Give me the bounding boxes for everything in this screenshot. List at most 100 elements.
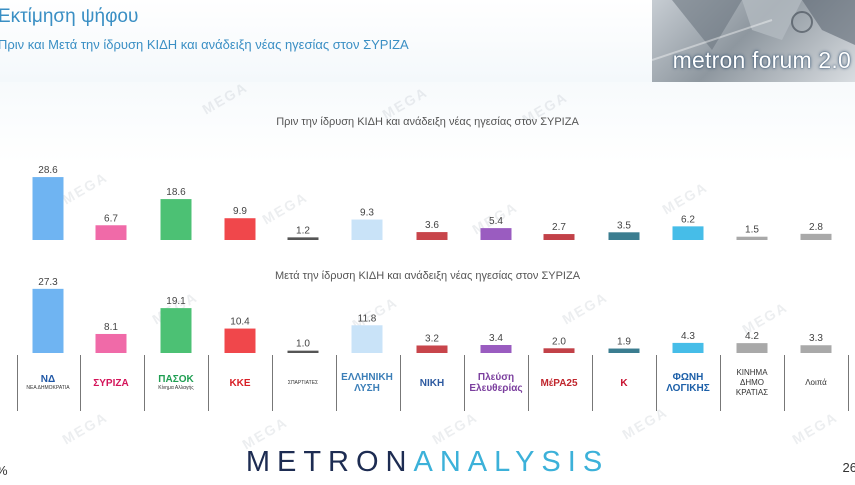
data-label-before-2: 18.6 (166, 187, 186, 198)
chart-title-after: Μετά την ίδρυση ΚΙΔΗ και ανάδειξη νέας η… (274, 270, 581, 282)
chart-title-before: Πριν την ίδρυση ΚΙΔΗ και ανάδειξη νέας η… (276, 116, 579, 128)
bar-before-7 (480, 228, 512, 240)
party-divider (208, 355, 209, 411)
party-divider (272, 355, 273, 411)
brand-part-1: METRON (245, 446, 414, 478)
bar-before-10 (672, 226, 704, 240)
data-label-before-11: 1.5 (745, 225, 759, 236)
bar-after-4 (287, 350, 319, 353)
party-label: ΚΙΝΗΜΑ ΔΗΜΟ ΚΡΑΤΙΑΣ (735, 368, 769, 397)
data-label-before-12: 2.8 (809, 222, 823, 233)
data-label-after-4: 1.0 (296, 339, 310, 350)
party-7: Πλεύση Ελευθερίας (468, 357, 524, 409)
bar-before-9 (608, 232, 640, 240)
niki-logo-icon: ΝΙΚΗ (419, 377, 445, 389)
kke-logo-icon: ΚΚΕ (229, 377, 251, 389)
bar-after-1 (95, 333, 127, 353)
bar-before-4 (287, 237, 319, 240)
party-divider (592, 355, 593, 411)
bar-before-1 (95, 225, 127, 240)
data-label-after-11: 4.2 (745, 331, 759, 342)
data-label-before-9: 3.5 (617, 220, 631, 231)
party-divider (848, 355, 849, 411)
bar-before-11 (736, 236, 768, 240)
bar-before-12 (800, 233, 832, 240)
party-divider (464, 355, 465, 411)
bar-after-2 (160, 308, 192, 353)
party-sublabel: ΣΠΑΡΤΙΑΤΕΣ (287, 379, 319, 386)
data-label-before-0: 28.6 (38, 165, 58, 176)
data-label-before-6: 3.6 (425, 220, 439, 231)
party-divider (720, 355, 721, 411)
party-4: ΣΠΑΡΤΙΑΤΕΣ (275, 357, 331, 409)
header: Εκτίμηση ψήφου Πριν και Μετά την ίδρυση … (0, 0, 855, 82)
party-8: ΜέΡΑ25 (531, 357, 587, 409)
logo-text: metron forum 2.0 (672, 47, 851, 73)
data-label-before-4: 1.2 (296, 225, 310, 236)
percent-mark: % (0, 463, 8, 478)
logo-background-graphic (652, 0, 855, 61)
party-divider (528, 355, 529, 411)
data-label-after-9: 1.9 (617, 337, 631, 348)
bar-after-10 (672, 342, 704, 353)
party-5: ΕΛΛΗΝΙΚΗ ΛΥΣΗ (339, 357, 395, 409)
page-number: 26 (842, 460, 855, 475)
bar-before-5 (351, 219, 383, 240)
bar-after-12 (800, 345, 832, 353)
data-label-before-3: 9.9 (233, 206, 247, 217)
bar-before-6 (416, 232, 448, 240)
pasok-logo-icon: ΠΑΣΟΚ (158, 374, 194, 385)
page-subtitle: Πριν και Μετά την ίδρυση ΚΙΔΗ και ανάδει… (0, 37, 409, 52)
data-label-after-6: 3.2 (425, 333, 439, 344)
bar-after-5 (351, 325, 383, 353)
plefsi-logo-icon: Πλεύση Ελευθερίας (469, 372, 523, 394)
bar-after-8 (543, 348, 575, 353)
party-9: Κ (596, 357, 652, 409)
elliniki-lysi-logo-icon: ΕΛΛΗΝΙΚΗ ΛΥΣΗ (341, 372, 393, 394)
mera25-logo-icon: ΜέΡΑ25 (540, 377, 578, 389)
nd-logo-icon: ΝΔ (40, 374, 56, 385)
party-sublabel: ΝΕΑ ΔΗΜΟΚΡΑΤΙΑ (26, 385, 70, 391)
party-label: Λοιπά (805, 378, 827, 387)
party-divider (656, 355, 657, 411)
bar-after-9 (608, 348, 640, 353)
party-12: Λοιπά (788, 357, 844, 409)
data-label-after-8: 2.0 (552, 336, 566, 347)
party-3: ΚΚΕ (212, 357, 268, 409)
metron-analysis-brand: METRONANALYSIS (0, 446, 855, 479)
data-label-after-1: 8.1 (104, 322, 118, 333)
data-label-before-1: 6.7 (104, 213, 118, 224)
data-label-after-3: 10.4 (230, 317, 250, 328)
metron-forum-logo: metron forum 2.0 (652, 0, 855, 82)
party-divider (17, 355, 18, 411)
bar-before-3 (224, 218, 256, 240)
page-title: Εκτίμηση ψήφου (0, 6, 139, 27)
party-1: ΣΥΡΙΖΑ (83, 357, 139, 409)
data-label-after-5: 11.8 (358, 313, 377, 324)
data-label-before-10: 6.2 (681, 214, 695, 225)
party-divider (80, 355, 81, 411)
bar-after-6 (416, 345, 448, 353)
party-2: ΠΑΣΟΚ Κίνημα Αλλαγής (148, 357, 204, 409)
syriza-logo-icon: ΣΥΡΙΖΑ (93, 377, 129, 389)
chart-background (0, 82, 855, 352)
party-sublabel: Κίνημα Αλλαγής (158, 385, 194, 391)
party-divider (336, 355, 337, 411)
bar-after-3 (224, 328, 256, 353)
foni-logikis-logo-icon: ΦΩΝΗ ΛΟΓΙΚΗΣ (666, 372, 710, 394)
data-label-before-7: 5.4 (489, 216, 503, 227)
data-label-before-5: 9.3 (360, 208, 374, 219)
data-label-after-12: 3.3 (809, 333, 823, 344)
data-label-after-10: 4.3 (681, 331, 695, 342)
data-label-after-2: 19.1 (166, 296, 186, 307)
party-divider (144, 355, 145, 411)
bar-after-11 (736, 343, 768, 353)
brand-part-2: ANALYSIS (413, 446, 610, 478)
party-6: ΝΙΚΗ (404, 357, 460, 409)
party-0: ΝΔ ΝΕΑ ΔΗΜΟΚΡΑΤΙΑ (20, 357, 76, 409)
bar-before-8 (543, 234, 575, 240)
data-label-after-7: 3.4 (489, 333, 503, 344)
kidi-logo-icon: Κ (620, 377, 628, 389)
party-10: ΦΩΝΗ ΛΟΓΙΚΗΣ (660, 357, 716, 409)
